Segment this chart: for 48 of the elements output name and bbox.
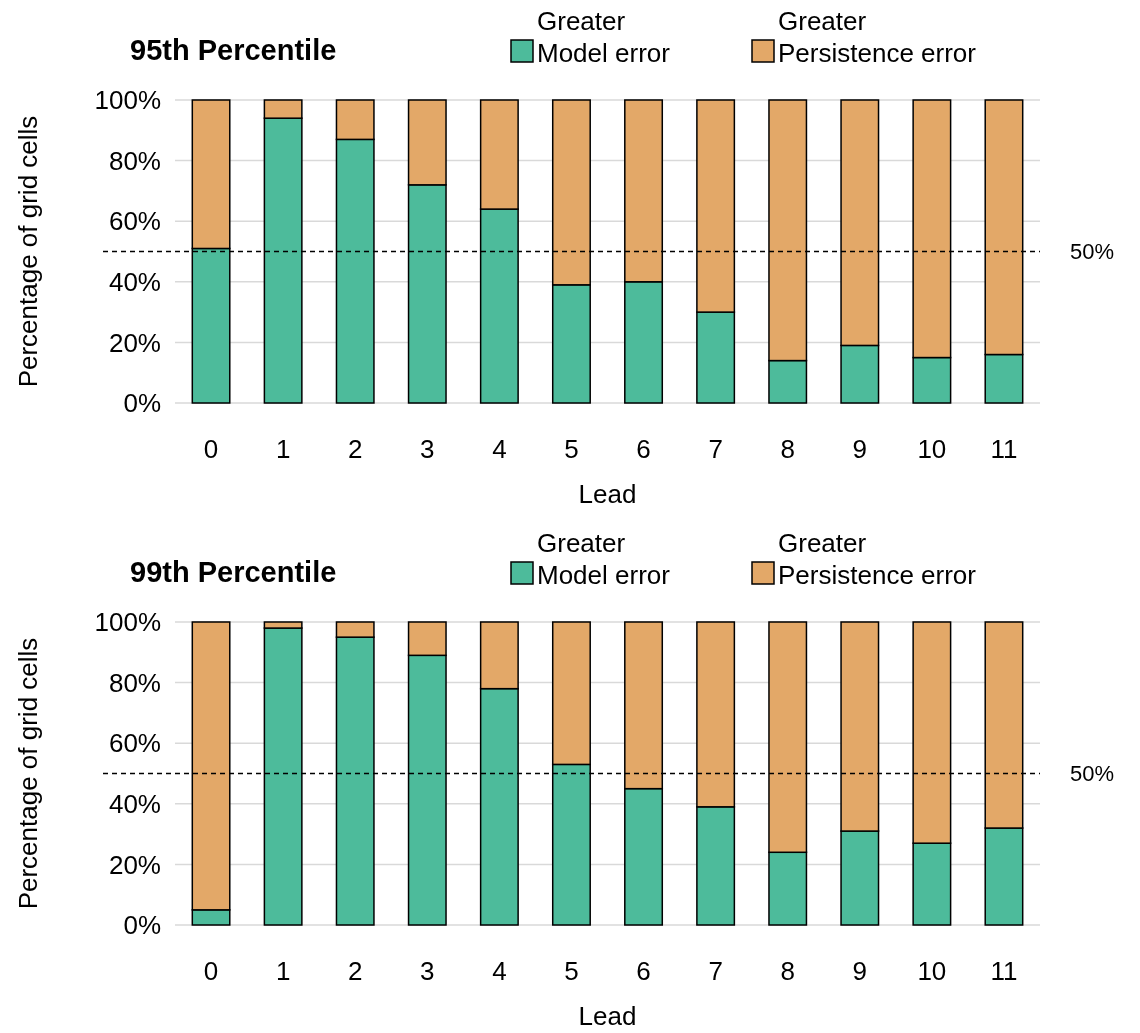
x-tick-label: 2 bbox=[347, 956, 363, 986]
chart-title: 99th Percentile bbox=[130, 556, 337, 588]
x-tick-label: 3 bbox=[420, 956, 435, 986]
x-tick-label: 4 bbox=[492, 956, 507, 986]
x-tick-label: 6 bbox=[636, 956, 651, 986]
y-tick-label: 100% bbox=[94, 607, 161, 638]
chart-title: 95th Percentile bbox=[130, 34, 337, 66]
x-tick-label: 8 bbox=[780, 956, 795, 986]
x-tick-label: 10 bbox=[917, 956, 947, 986]
x-axis-title: Lead bbox=[578, 479, 637, 509]
y-tick-label: 60% bbox=[108, 206, 161, 237]
y-tick-label: 60% bbox=[108, 728, 161, 759]
y-tick-label: 0% bbox=[123, 388, 161, 419]
y-tick-label: 20% bbox=[108, 327, 161, 358]
y-axis-title: Percentage of grid cells bbox=[13, 637, 43, 910]
y-axis-title: Percentage of grid cells bbox=[13, 115, 43, 388]
x-tick-label: 5 bbox=[564, 956, 579, 986]
y-tick-label: 100% bbox=[94, 85, 161, 116]
x-tick-label: 1 bbox=[275, 956, 291, 986]
x-tick-label: 4 bbox=[492, 434, 507, 464]
x-tick-label: 10 bbox=[917, 434, 947, 464]
x-tick-label: 11 bbox=[990, 434, 1018, 464]
y-tick-label: 80% bbox=[108, 145, 161, 176]
x-axis-title: Lead bbox=[578, 1001, 637, 1031]
x-tick-label: 6 bbox=[636, 434, 651, 464]
y-tick-label: 0% bbox=[123, 910, 161, 941]
x-tick-label: 7 bbox=[708, 956, 723, 986]
x-tick-label: 0 bbox=[203, 434, 219, 464]
x-tick-label: 1 bbox=[275, 434, 291, 464]
x-tick-label: 9 bbox=[852, 956, 868, 986]
x-tick-label: 2 bbox=[347, 434, 363, 464]
legend-label: Greater Model error bbox=[537, 528, 671, 590]
x-tick-label: 9 bbox=[852, 434, 868, 464]
x-tick-label: 11 bbox=[990, 956, 1018, 986]
ref-line-label: 50% bbox=[1070, 761, 1115, 787]
ref-line-label: 50% bbox=[1070, 239, 1115, 265]
x-tick-label: 0 bbox=[203, 956, 219, 986]
y-tick-label: 20% bbox=[108, 849, 161, 880]
y-tick-label: 40% bbox=[108, 266, 161, 297]
x-tick-label: 8 bbox=[780, 434, 795, 464]
x-tick-label: 5 bbox=[564, 434, 579, 464]
y-tick-label: 40% bbox=[108, 788, 161, 819]
legend-label: Greater Persistence error bbox=[778, 528, 977, 590]
y-tick-label: 80% bbox=[108, 667, 161, 698]
legend-label: Greater Model error bbox=[537, 6, 671, 68]
legend-label: Greater Persistence error bbox=[778, 6, 977, 68]
x-tick-label: 7 bbox=[708, 434, 723, 464]
x-tick-label: 3 bbox=[420, 434, 435, 464]
